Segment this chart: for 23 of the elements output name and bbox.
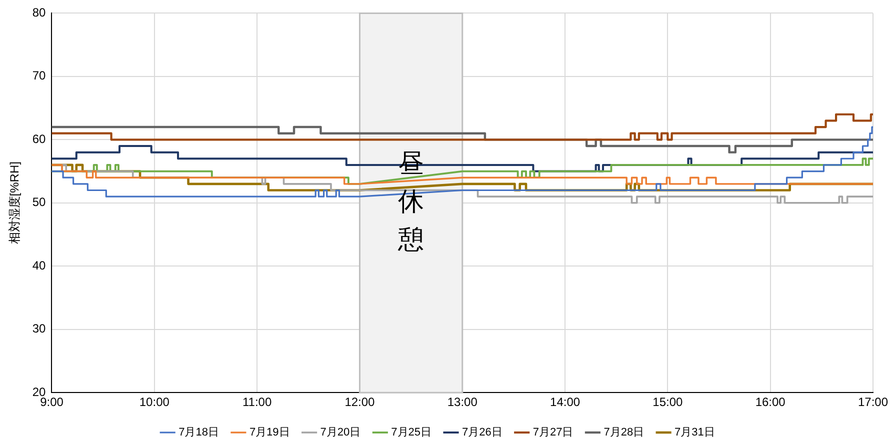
x-tick-label: 12:00 <box>344 395 376 410</box>
legend-label: 7月31日 <box>674 426 715 439</box>
y-axis-title: 相対湿度[%RH] <box>8 162 22 244</box>
legend-label: 7月26日 <box>462 426 502 439</box>
x-tick-label: 10:00 <box>139 395 170 410</box>
y-tick-label: 30 <box>32 322 46 336</box>
x-tick-label: 15:00 <box>652 395 684 410</box>
legend-label: 7月20日 <box>320 426 361 439</box>
x-tick-label: 13:00 <box>447 395 478 410</box>
legend-label: 7月18日 <box>178 426 219 439</box>
legend-label: 7月25日 <box>391 426 432 439</box>
y-tick-label: 40 <box>32 258 46 272</box>
x-tick-label: 17:00 <box>858 395 888 410</box>
x-tick-label: 14:00 <box>550 395 580 410</box>
legend-label: 7月28日 <box>604 426 644 439</box>
y-tick-label: 50 <box>32 195 46 210</box>
y-tick-label: 70 <box>32 68 46 83</box>
legend-label: 7月19日 <box>249 426 290 439</box>
y-tick-label: 80 <box>32 6 46 20</box>
x-tick-label: 16:00 <box>755 395 786 410</box>
legend-label: 7月27日 <box>532 426 574 439</box>
x-tick-label: 11:00 <box>242 395 272 410</box>
y-tick-label: 60 <box>32 132 46 146</box>
